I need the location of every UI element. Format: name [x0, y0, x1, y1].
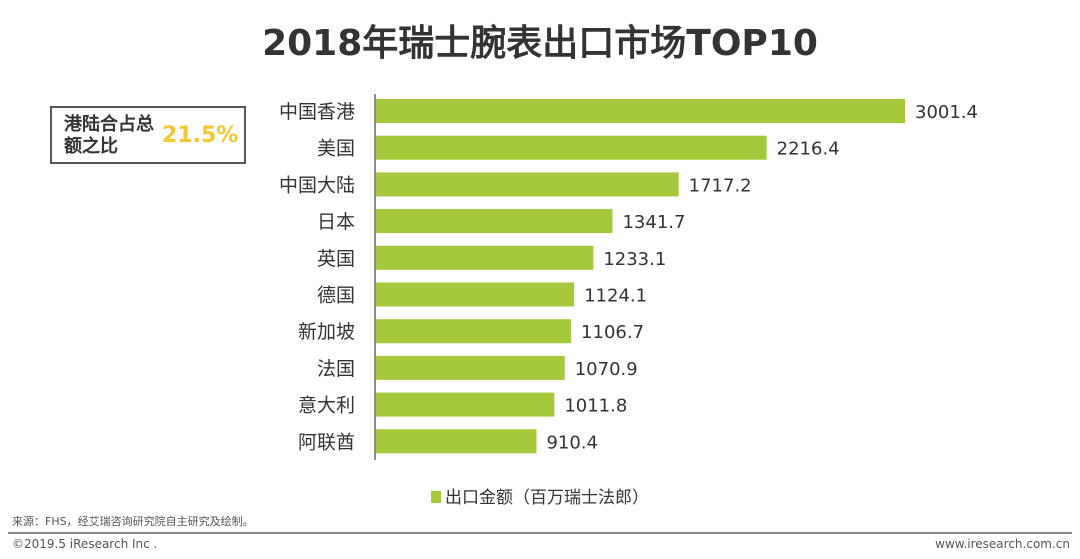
data-label: 1070.9 — [575, 359, 638, 380]
copyright: ©2019.5 iResearch Inc . — [12, 537, 158, 551]
source-note: 来源：FHS，经艾瑞咨询研究院自主研究及绘制。 — [12, 515, 254, 528]
category-label: 意大利 — [298, 395, 355, 417]
bar — [376, 172, 679, 197]
data-label: 1106.7 — [581, 322, 644, 343]
category-label: 日本 — [317, 211, 355, 233]
bar — [376, 319, 572, 344]
bar — [376, 355, 565, 380]
share-callout: 港陆合占总额之比 21.5% — [50, 106, 246, 164]
bar — [376, 392, 555, 417]
bar — [376, 99, 905, 123]
callout-value: 21.5% — [162, 123, 239, 148]
data-label: 1124.1 — [584, 286, 647, 307]
data-label: 3001.4 — [915, 102, 978, 123]
callout-label: 港陆合占总额之比 — [64, 114, 154, 157]
data-label: 1717.2 — [689, 175, 752, 196]
category-label: 法国 — [317, 358, 355, 380]
data-label: 910.4 — [546, 432, 598, 453]
bar — [376, 245, 594, 270]
legend: 出口金额（百万瑞士法郎） — [0, 483, 1080, 508]
data-label: 2216.4 — [777, 139, 840, 160]
chart-title: 2018年瑞士腕表出口市场TOP10 — [262, 23, 818, 64]
bar-chart: 中国香港 3001.4 美国 2216.4 中国大陆 1717.2 日本 1341.7 英国 12… — [279, 94, 978, 460]
category-label: 美国 — [317, 138, 355, 160]
bar — [376, 429, 537, 454]
footer-divider — [8, 532, 1072, 534]
category-label: 英国 — [317, 248, 355, 270]
bar — [376, 282, 575, 307]
website-link[interactable]: www.iresearch.com.cn — [935, 537, 1070, 551]
legend-swatch — [431, 491, 441, 503]
data-label: 1233.1 — [603, 249, 666, 270]
category-label: 阿联酋 — [298, 431, 355, 453]
category-label: 德国 — [317, 285, 355, 307]
category-label: 中国大陆 — [279, 174, 355, 196]
bar — [376, 135, 767, 160]
data-label: 1011.8 — [564, 396, 627, 417]
legend-label: 出口金额（百万瑞士法郎） — [445, 488, 649, 508]
category-label: 新加坡 — [298, 321, 355, 343]
bar — [376, 209, 613, 234]
data-label: 1341.7 — [622, 212, 685, 233]
category-label: 中国香港 — [279, 101, 355, 123]
